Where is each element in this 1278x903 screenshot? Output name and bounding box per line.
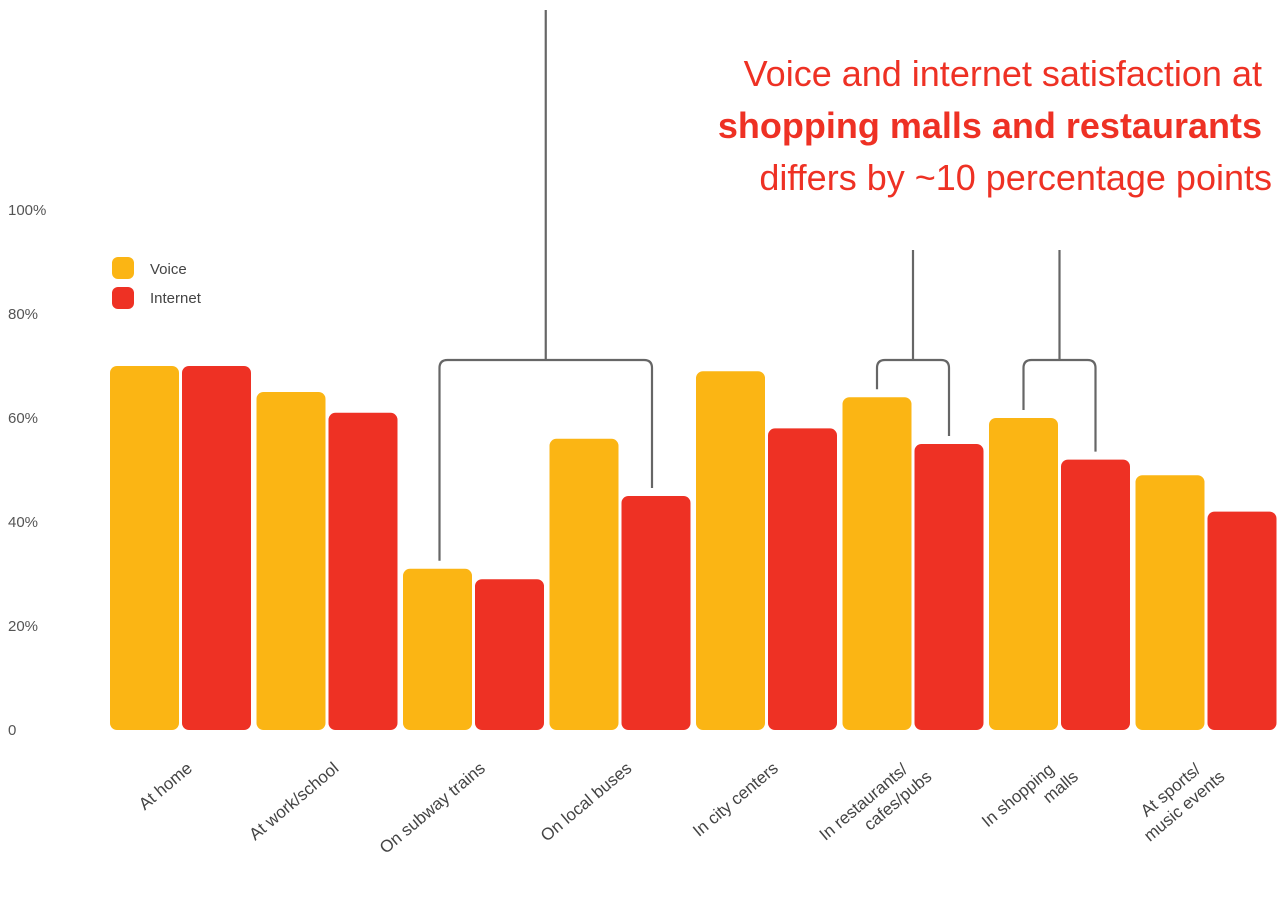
x-tick-label: On subway trains — [376, 759, 489, 858]
bars — [110, 366, 1277, 730]
legend-swatch-internet — [112, 287, 134, 309]
y-tick-label: 40% — [8, 514, 38, 531]
x-axis: At home At work/school On subway trains On … — [135, 751, 1229, 860]
y-axis: 0 20% 40% 60% 80% 100% — [8, 202, 46, 739]
callout-brackets — [438, 10, 1097, 561]
x-tick-label: In restaurants/cafes/pubs — [816, 751, 936, 860]
bar-voice-at-sports-music-events — [1135, 475, 1205, 730]
y-tick-label: 80% — [8, 306, 38, 323]
legend-label-voice: Voice — [150, 261, 187, 278]
annotation: Voice and internet satisfaction at shopp… — [718, 53, 1272, 198]
bar-internet-at-work-school — [328, 412, 398, 730]
y-tick-label: 0 — [8, 722, 16, 739]
y-tick-label: 100% — [8, 202, 46, 219]
bar-internet-in-restaurants-cafes-pubs — [914, 444, 984, 730]
bar-voice-on-local-buses — [549, 438, 619, 730]
x-tick-label: At home — [135, 759, 196, 814]
y-tick-label: 60% — [8, 410, 38, 427]
bar-voice-at-home — [110, 366, 179, 730]
bar-voice-at-work-school — [256, 392, 326, 730]
annotation-line-3: differs by ~10 percentage points — [759, 157, 1272, 198]
bar-voice-in-restaurants-cafes-pubs — [842, 397, 912, 730]
bar-internet-on-local-buses — [621, 496, 691, 730]
bar-voice-on-subway-trains — [403, 568, 472, 730]
bar-internet-on-subway-trains — [475, 579, 544, 730]
x-tick-label: In city centers — [689, 759, 782, 841]
callout-bracket — [438, 358, 654, 561]
annotation-line-1: Voice and internet satisfaction at — [744, 53, 1262, 94]
bar-internet-in-city-centers — [768, 428, 837, 730]
bar-internet-in-shopping-malls — [1061, 459, 1130, 730]
bar-internet-at-home — [182, 366, 251, 730]
legend: Voice Internet — [112, 257, 202, 309]
y-tick-label: 20% — [8, 618, 38, 635]
bar-internet-at-sports-music-events — [1207, 511, 1277, 730]
x-tick-label: At work/school — [245, 759, 342, 845]
annotation-line-2: shopping malls and restaurants — [718, 105, 1262, 146]
legend-label-internet: Internet — [150, 290, 202, 307]
legend-swatch-voice — [112, 257, 134, 279]
x-tick-label: On local buses — [537, 759, 635, 846]
x-tick-label: At sports/music events — [1127, 751, 1229, 845]
bar-voice-in-city-centers — [696, 371, 765, 730]
bar-voice-in-shopping-malls — [989, 418, 1058, 730]
x-tick-label: In shoppingmalls — [978, 751, 1082, 847]
